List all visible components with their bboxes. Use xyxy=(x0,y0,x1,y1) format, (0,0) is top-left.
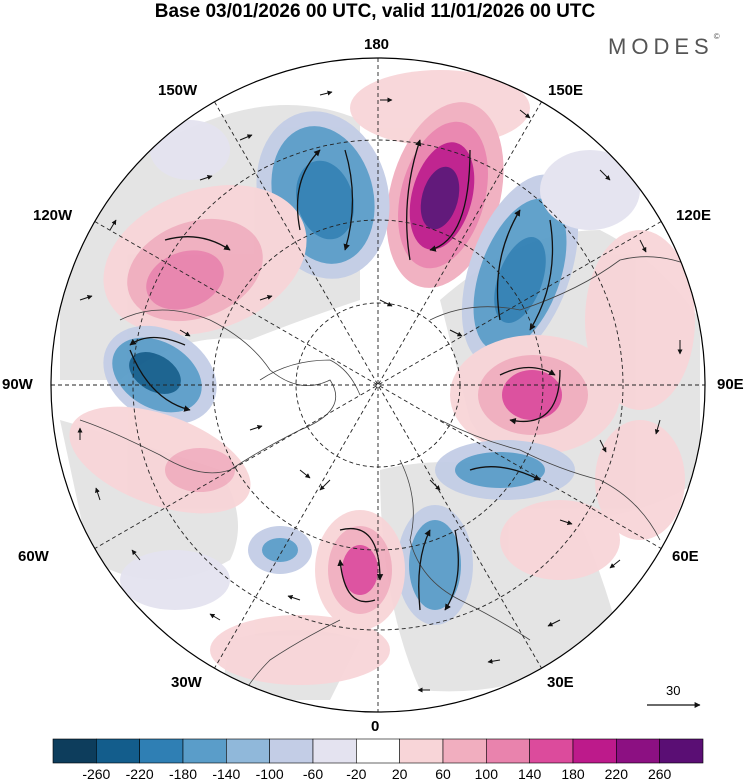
colorbar-swatch xyxy=(573,739,616,763)
brand-text: MODES xyxy=(608,34,714,59)
lon-label-90w: 90W xyxy=(2,376,33,393)
vector-scale-label: 30 xyxy=(666,683,680,698)
colorbar-swatch xyxy=(660,739,703,763)
colorbar-swatch xyxy=(356,739,399,763)
brand-copyright-mark: © xyxy=(714,32,720,41)
colorbar-tick-label: -260 xyxy=(74,766,118,782)
colorbar-tick-label: 260 xyxy=(638,766,682,782)
colorbar-swatch xyxy=(226,739,269,763)
modes-logo: MODES© xyxy=(608,34,720,60)
colorbar-tick-label: -60 xyxy=(291,766,335,782)
lon-label-150e: 150E xyxy=(548,82,583,99)
lon-label-30w: 30W xyxy=(171,674,202,691)
colorbar xyxy=(0,730,750,766)
colorbar-tick-label: 140 xyxy=(508,766,552,782)
colorbar-tick-label: -220 xyxy=(118,766,162,782)
colorbar-tick-label: 180 xyxy=(551,766,595,782)
colorbar-swatch xyxy=(53,739,96,763)
colorbar-swatch xyxy=(530,739,573,763)
lon-label-60e: 60E xyxy=(672,548,699,565)
colorbar-swatch xyxy=(96,739,139,763)
lon-label-30e: 30E xyxy=(547,674,574,691)
colorbar-swatch xyxy=(313,739,356,763)
lon-label-60w: 60W xyxy=(18,548,49,565)
colorbar-tick-label: -20 xyxy=(334,766,378,782)
colorbar-tick-label: -140 xyxy=(204,766,248,782)
colorbar-swatch xyxy=(400,739,443,763)
colorbar-swatch xyxy=(270,739,313,763)
colorbar-swatch xyxy=(443,739,486,763)
lon-label-180: 180 xyxy=(364,36,389,53)
colorbar-swatch xyxy=(183,739,226,763)
colorbar-tick-label: 60 xyxy=(421,766,465,782)
colorbar-tick-label: 220 xyxy=(594,766,638,782)
colorbar-swatch xyxy=(616,739,659,763)
lon-label-90e: 90E xyxy=(717,376,744,393)
colorbar-tick-label: 20 xyxy=(378,766,422,782)
colorbar-tick-label: 100 xyxy=(464,766,508,782)
colorbar-swatch xyxy=(140,739,183,763)
map-title: Base 03/01/2026 00 UTC, valid 11/01/2026… xyxy=(0,0,750,24)
colorbar-tick-label: -100 xyxy=(248,766,292,782)
colorbar-tick-label: -180 xyxy=(161,766,205,782)
lon-label-150w: 150W xyxy=(158,82,197,99)
lon-label-120w: 120W xyxy=(33,207,72,224)
lon-label-120e: 120E xyxy=(676,207,711,224)
polar-map xyxy=(0,0,750,730)
colorbar-swatch xyxy=(486,739,529,763)
